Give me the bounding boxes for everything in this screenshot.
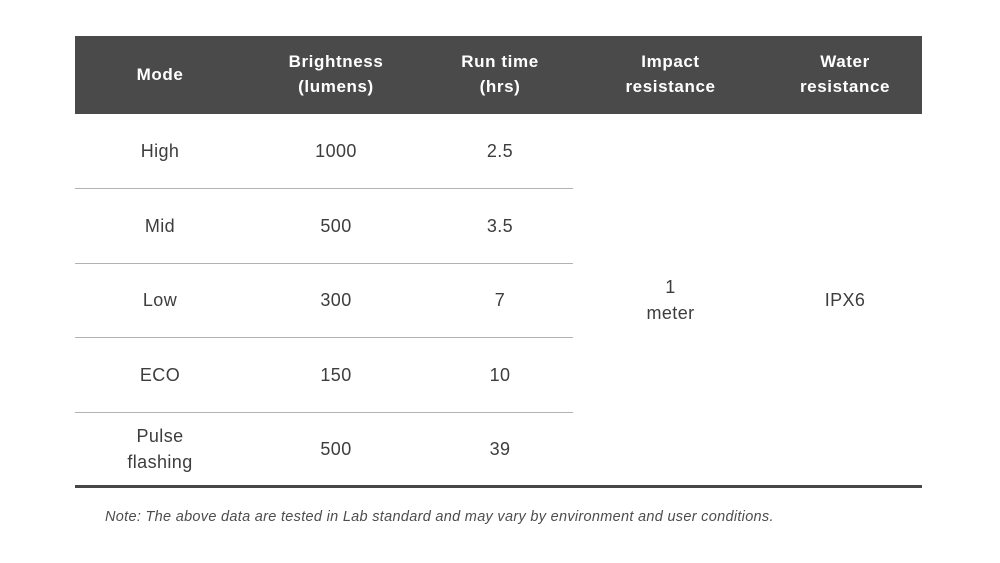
table-row: Mid 500 3.5 <box>75 188 922 264</box>
cell-run-time: 7 <box>427 263 573 339</box>
cell-run-time: 2.5 <box>427 114 573 190</box>
cell-run-time: 3.5 <box>427 188 573 264</box>
table-row: Low 300 7 <box>75 263 922 339</box>
cell-brightness: 500 <box>320 439 352 460</box>
spec-table: Mode Brightness (lumens) Run time (hrs) … <box>75 36 922 489</box>
cell-brightness: 300 <box>245 263 427 339</box>
column-header-water-resistance: Water resistance <box>768 36 922 114</box>
column-header-brightness: Brightness (lumens) <box>245 36 427 114</box>
column-header-mode: Mode <box>75 36 245 114</box>
cell-run-time: 10 <box>427 337 573 413</box>
footnote: Note: The above data are tested in Lab s… <box>105 509 774 525</box>
cell-mode: Pulse flashing <box>127 426 193 473</box>
header-row: Mode Brightness (lumens) Run time (hrs) … <box>75 36 922 114</box>
table-row: High 1000 2.5 1 meter IPX6 <box>75 114 922 323</box>
cell-mode: Mid <box>75 188 245 264</box>
cell-brightness: 500 <box>245 188 427 264</box>
cell-brightness: 1000 <box>245 114 427 190</box>
spec-table-body: High 1000 2.5 1 meter IPX6 Mid 500 3.5 L… <box>75 114 922 487</box>
column-header-impact-resistance: Impact resistance <box>573 36 768 114</box>
spec-table-header: Mode Brightness (lumens) Run time (hrs) … <box>75 36 922 114</box>
cell-mode: High <box>75 114 245 190</box>
cell-water-resistance: IPX6 <box>824 289 866 310</box>
cell-mode: ECO <box>75 337 245 413</box>
cell-brightness: 150 <box>245 337 427 413</box>
column-header-run-time: Run time (hrs) <box>427 36 573 114</box>
cell-mode: Low <box>75 263 245 339</box>
cell-run-time: 39 <box>489 439 511 460</box>
table-row: Pulse flashing 500 39 <box>75 412 922 487</box>
cell-impact-resistance: 1 meter <box>646 276 695 323</box>
table-row: ECO 150 10 <box>75 337 922 413</box>
